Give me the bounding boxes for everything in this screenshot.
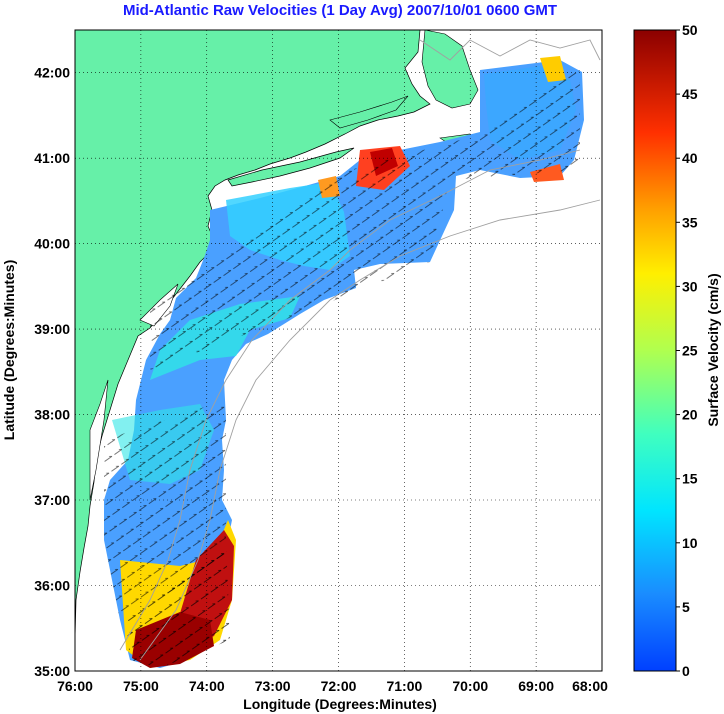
velocity-patch-northeast	[540, 56, 566, 82]
colorbar-tick-label: 40	[682, 150, 698, 166]
contour-gulf-of-maine	[419, 39, 601, 61]
lat-tick-label: 41:00	[34, 150, 70, 166]
contour-slope	[139, 199, 601, 661]
connecticut-shore	[329, 95, 409, 129]
lon-tick-label: 73:00	[255, 678, 291, 694]
lon-tick-label: 69:00	[518, 678, 554, 694]
lon-tick-labels: 76:00 75:00 74:00 73:00 72:00 71:00 70:0…	[57, 678, 608, 694]
lat-tick-label: 37:00	[34, 492, 70, 508]
lat-tick-label: 40:00	[34, 236, 70, 252]
map-frame	[74, 29, 603, 672]
lon-tick-label: 72:00	[321, 678, 357, 694]
colorbar-tick-label: 0	[682, 663, 690, 679]
colorbar: 0 5 10 15 20 25 30 35 40 45 50 Surface V…	[633, 22, 721, 679]
cape-cod-region	[421, 30, 479, 109]
colorbar-tick-label: 10	[682, 535, 698, 551]
lon-tick-label: 68:00	[572, 678, 608, 694]
colorbar-ticks	[676, 29, 680, 672]
lon-tick-label: 71:00	[386, 678, 422, 694]
chesapeake-bay	[89, 379, 109, 501]
y-axis-label: Latitude (Degrees:Minutes)	[1, 260, 17, 440]
colorbar-tick-label: 20	[682, 407, 698, 423]
grid-lines	[75, 30, 602, 671]
lat-tick-label: 35:00	[34, 663, 70, 679]
lat-tick-labels: 42:00 41:00 40:00 39:00 38:00 37:00 36:0…	[34, 65, 70, 679]
velocity-arrows-hatteras	[126, 540, 230, 668]
lat-tick-label: 39:00	[34, 321, 70, 337]
colorbar-tick-label: 15	[682, 471, 698, 487]
map-title: Mid-Atlantic Raw Velocities (1 Day Avg) …	[123, 2, 557, 19]
velocity-field	[104, 56, 584, 668]
lon-tick-label: 70:00	[452, 678, 488, 694]
colorbar-tick-label: 45	[682, 86, 698, 102]
contour-shelf-break	[119, 149, 581, 651]
lat-tick-label: 42:00	[34, 65, 70, 81]
map-area	[75, 30, 602, 671]
lon-tick-label: 74:00	[189, 678, 225, 694]
colorbar-tick-label: 35	[682, 214, 698, 230]
colorbar-tick-label: 5	[682, 599, 690, 615]
velocity-arrows-north	[150, 70, 580, 370]
lat-tick-label: 36:00	[34, 578, 70, 594]
colorbar-tick-label: 50	[682, 22, 698, 38]
lon-tick-label: 76:00	[57, 678, 93, 694]
colorbar-gradient	[633, 29, 677, 672]
colorbar-tick-label: 30	[682, 278, 698, 294]
lon-tick-label: 75:00	[123, 678, 159, 694]
colorbar-tick-label: 25	[682, 343, 698, 359]
lat-tick-label: 38:00	[34, 407, 70, 423]
x-axis-label: Longitude (Degrees:Minutes)	[243, 696, 437, 712]
bathymetry-contours	[119, 39, 601, 661]
colorbar-label: Surface Velocity (cm/s)	[705, 273, 721, 426]
